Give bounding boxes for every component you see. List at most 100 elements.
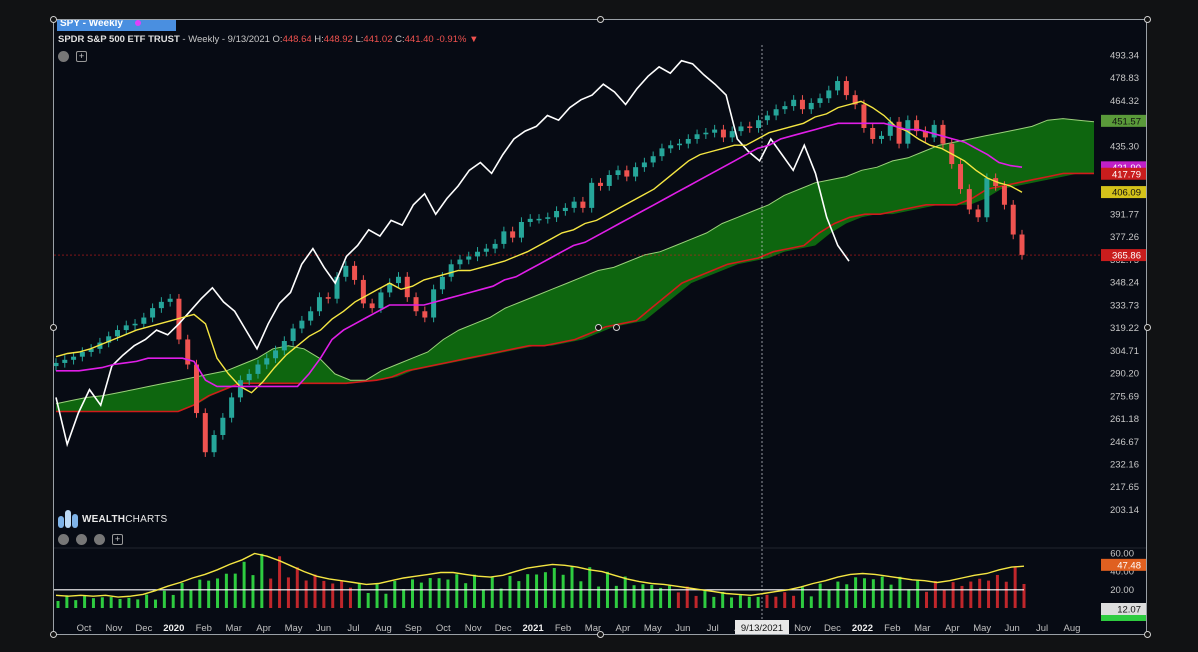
price-tick-label: 377.26 — [1110, 232, 1139, 243]
candle-body — [668, 145, 674, 149]
histogram-bar — [1022, 583, 1026, 608]
histogram-bar — [437, 578, 441, 608]
resize-handle[interactable] — [50, 16, 57, 23]
move-up-icon[interactable] — [94, 534, 105, 545]
price-tick-label: 493.34 — [1110, 50, 1139, 61]
candle — [931, 120, 937, 143]
candle-body — [922, 131, 928, 138]
candle — [571, 196, 577, 213]
candle-body — [422, 311, 428, 318]
resize-handle[interactable] — [50, 631, 57, 638]
candle-body — [352, 265, 358, 280]
move-handle[interactable] — [595, 324, 602, 331]
histogram-bar — [446, 579, 450, 608]
candle — [54, 358, 59, 371]
histogram-bar — [668, 585, 672, 608]
candle-body — [984, 178, 990, 218]
candle-body — [150, 308, 156, 318]
wealthcharts-logo: WEALTHCHARTS — [58, 510, 167, 528]
instrument-info: - Weekly - 9/13/2021 — [182, 34, 270, 45]
candle-body — [79, 351, 85, 357]
candle — [747, 121, 753, 133]
histogram-bar — [304, 580, 308, 608]
histogram-bar — [685, 586, 689, 608]
resize-handle[interactable] — [50, 324, 57, 331]
candle — [835, 76, 841, 96]
resize-handle[interactable] — [1144, 16, 1151, 23]
candle-body — [501, 231, 507, 244]
histogram-bar — [800, 587, 804, 608]
candle-body — [378, 292, 384, 309]
price-tick-label: 464.32 — [1110, 96, 1139, 107]
candle — [264, 353, 270, 370]
add-indicator-plus-icon[interactable]: + — [112, 534, 123, 545]
price-chart[interactable]: 493.34478.83464.32449.82435.30420.79406.… — [54, 20, 1147, 635]
resize-handle[interactable] — [1144, 324, 1151, 331]
histogram-bar — [224, 573, 228, 608]
candle-body — [633, 167, 639, 177]
candle-body — [492, 243, 498, 249]
symbol-tab[interactable]: SPY - Weekly — [57, 20, 176, 31]
candle-body — [220, 417, 226, 435]
histogram-bar — [721, 591, 725, 608]
candle-body — [431, 289, 437, 318]
histogram-bar — [419, 582, 423, 608]
candle — [422, 306, 428, 323]
x-tick-label: Dec — [495, 623, 512, 634]
candle-body — [580, 201, 586, 208]
settings-icon[interactable] — [58, 51, 69, 62]
candle-body — [826, 90, 832, 99]
price-tick-label: 203.14 — [1110, 505, 1139, 516]
indicator-badge: 12.07 — [1101, 603, 1146, 616]
histogram-bar — [916, 579, 920, 608]
histogram-bar — [907, 589, 911, 608]
histogram-bar — [526, 574, 530, 608]
candle — [387, 278, 393, 298]
histogram-bar — [91, 598, 95, 608]
resize-handle[interactable] — [597, 631, 604, 638]
candle — [650, 151, 656, 168]
histogram-bar — [74, 600, 78, 608]
candle-body — [132, 323, 138, 326]
histogram-bar — [579, 581, 583, 608]
candle — [589, 178, 595, 213]
histogram-bar — [242, 561, 246, 608]
histogram-bar — [348, 587, 352, 608]
histogram-bar — [676, 592, 680, 608]
histogram-bar — [987, 580, 991, 608]
candle-body — [703, 132, 709, 135]
add-study-plus-icon[interactable]: + — [76, 51, 87, 62]
move-handle[interactable] — [613, 324, 620, 331]
histogram-bar — [845, 584, 849, 608]
candle-body — [615, 170, 621, 175]
histogram-bar — [65, 595, 69, 608]
indicator-badge-bg — [1101, 558, 1146, 571]
candle-body — [773, 109, 779, 116]
x-tick-label: Jun — [1004, 623, 1019, 634]
candle — [861, 99, 867, 133]
x-tick-label: Feb — [196, 623, 212, 634]
histogram-bar — [100, 597, 104, 608]
change-arrow-icon: ▼ — [469, 34, 479, 45]
x-tick-label: Oct — [77, 623, 92, 634]
collapse-icon[interactable] — [76, 534, 87, 545]
histogram-bar — [56, 601, 60, 608]
x-tick-label: May — [285, 623, 303, 634]
indicator-settings-icon[interactable] — [58, 534, 69, 545]
histogram-bar — [854, 577, 858, 608]
price-badge: 365.86 — [1101, 249, 1146, 262]
candle-body — [677, 143, 683, 146]
resize-handle[interactable] — [1144, 631, 1151, 638]
candle-body — [141, 317, 147, 324]
candle — [501, 226, 507, 249]
candle-body — [966, 189, 972, 210]
histogram-bar — [260, 553, 264, 608]
candle-body — [835, 81, 841, 91]
resize-handle[interactable] — [597, 16, 604, 23]
histogram-bar — [889, 584, 893, 608]
histogram-bar — [659, 587, 663, 608]
candle-body — [387, 283, 393, 293]
candle-body — [896, 121, 902, 144]
x-tick-label: Apr — [616, 623, 631, 634]
histogram-bar — [765, 594, 769, 608]
